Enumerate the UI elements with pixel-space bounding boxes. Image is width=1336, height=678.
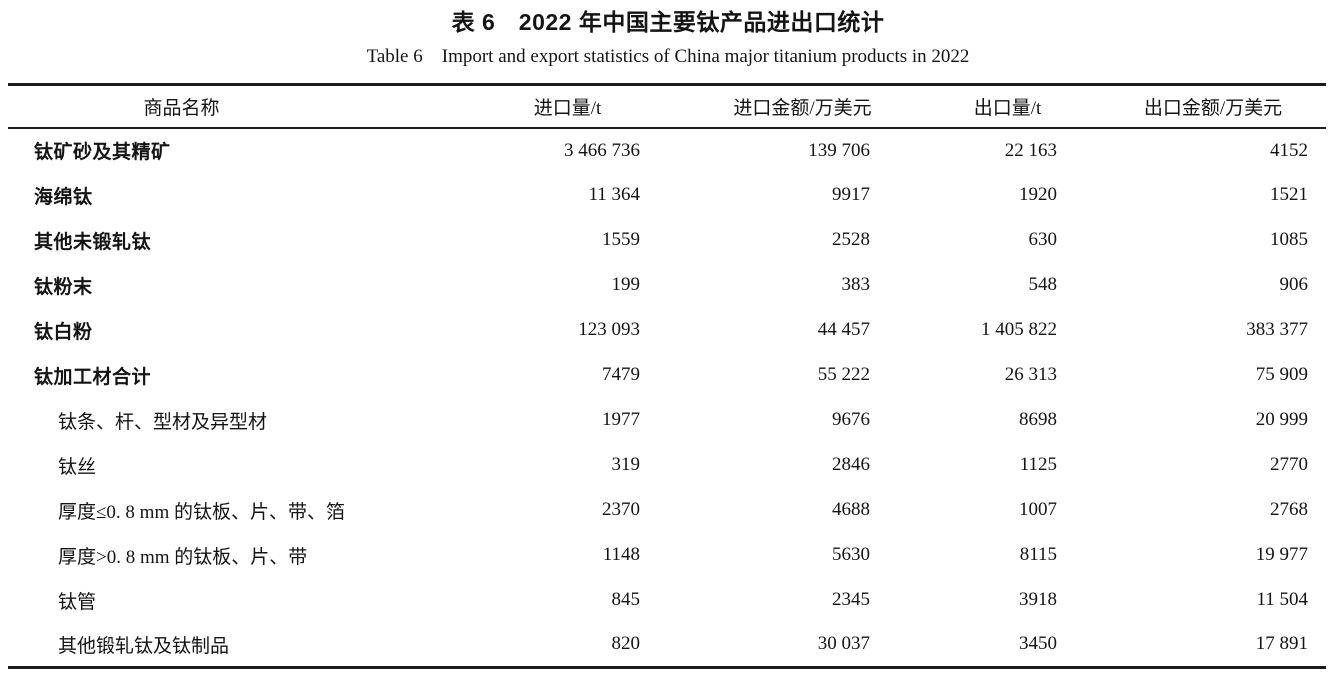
- column-header-3: 进口金额/万美元: [690, 84, 915, 129]
- value-cell: 2370: [602, 499, 640, 520]
- value-cell: 26 313: [1004, 364, 1057, 385]
- import-export-statistics-table: 商品名称 进口量/t 进口金额/万美元 出口量/t 出口金额/万美元 钛矿砂及其精矿 3 …: [8, 83, 1326, 669]
- value-cell: 9917: [832, 184, 870, 205]
- value-cell: 319: [611, 454, 641, 475]
- value-cell: 1007: [1019, 499, 1057, 520]
- value-cell: 1148: [602, 544, 640, 565]
- table-row: 钛丝 319 2846 1125 2770: [8, 443, 1326, 488]
- value-cell: 11 504: [1256, 589, 1308, 610]
- value-cell: 906: [1279, 274, 1309, 295]
- value-cell: 2528: [832, 229, 870, 250]
- value-cell: 2345: [832, 589, 870, 610]
- value-cell: 30 037: [817, 633, 870, 655]
- product-name-cell: 其他未锻轧钛: [34, 231, 152, 253]
- value-cell: 123 093: [578, 319, 640, 340]
- value-cell: 55 222: [817, 364, 870, 385]
- table-caption-en: Table 6 Import and export statistics of …: [366, 46, 970, 67]
- paper-table-page: 表 6 2022 年中国主要钛产品进出口统计 Table 6 Import an…: [0, 7, 1336, 678]
- value-cell: 2846: [832, 454, 870, 475]
- table-row: 厚度≤0. 8 mm 的钛板、片、带、箔 2370 4688 1007 2768: [8, 488, 1326, 533]
- header-row: 商品名称 进口量/t 进口金额/万美元 出口量/t 出口金额/万美元: [8, 84, 1326, 129]
- value-cell: 383 377: [1246, 319, 1308, 340]
- value-cell: 630: [1028, 229, 1058, 250]
- table-row: 其他未锻轧钛 1559 2528 630 1085: [8, 218, 1326, 263]
- value-cell: 1521: [1270, 184, 1308, 205]
- value-cell: 548: [1028, 274, 1058, 295]
- value-cell: 17 891: [1255, 633, 1308, 655]
- value-cell: 75 909: [1255, 364, 1308, 385]
- value-cell: 9676: [832, 409, 870, 430]
- value-cell: 4688: [832, 499, 870, 520]
- value-cell: 820: [611, 633, 641, 655]
- product-name-cell: 其他锻轧钛及钛制品: [58, 635, 230, 657]
- table-row: 钛矿砂及其精矿 3 466 736 139 706 22 163 4152: [8, 128, 1326, 173]
- value-cell: 1559: [602, 229, 640, 250]
- product-name-cell: 钛矿砂及其精矿: [34, 142, 171, 163]
- column-header-5: 出口金额/万美元: [1100, 84, 1326, 129]
- product-name-cell: 钛粉末: [34, 276, 93, 298]
- value-cell: 1977: [602, 409, 640, 430]
- value-cell: 845: [611, 589, 641, 610]
- value-cell: 3450: [1019, 633, 1057, 655]
- table-row: 钛粉末 199 383 548 906: [8, 263, 1326, 308]
- table-row: 厚度>0. 8 mm 的钛板、片、带 1148 5630 8115 19 977: [8, 533, 1326, 578]
- product-name-cell: 海绵钛: [34, 186, 93, 208]
- value-cell: 1125: [1019, 454, 1057, 475]
- value-cell: 8698: [1019, 409, 1057, 430]
- column-header-1: 商品名称: [8, 84, 445, 129]
- table-row: 钛管 845 2345 3918 11 504: [8, 578, 1326, 623]
- product-name-cell: 钛白粉: [34, 321, 93, 343]
- value-cell: 3918: [1019, 589, 1057, 610]
- value-cell: 1920: [1019, 184, 1057, 205]
- value-cell: 8115: [1019, 544, 1057, 565]
- product-name-cell: 钛条、杆、型材及异型材: [58, 411, 268, 433]
- column-header-4: 出口量/t: [915, 84, 1100, 129]
- value-cell: 383: [841, 274, 871, 295]
- value-cell: 4152: [1270, 139, 1308, 161]
- table-row: 钛白粉 123 093 44 457 1 405 822 383 377: [8, 308, 1326, 353]
- product-name-cell: 钛管: [58, 591, 97, 613]
- table-row: 钛条、杆、型材及异型材 1977 9676 8698 20 999: [8, 398, 1326, 443]
- table-caption-zh: 表 6 2022 年中国主要钛产品进出口统计: [451, 9, 885, 35]
- value-cell: 20 999: [1255, 409, 1308, 430]
- table-row: 海绵钛 11 364 9917 1920 1521: [8, 173, 1326, 218]
- value-cell: 7479: [602, 364, 640, 385]
- value-cell: 19 977: [1255, 544, 1308, 565]
- column-header-2: 进口量/t: [445, 84, 690, 129]
- value-cell: 1085: [1270, 229, 1308, 250]
- product-name-cell: 厚度>0. 8 mm 的钛板、片、带: [58, 546, 308, 568]
- product-name-cell: 钛加工材合计: [34, 366, 152, 388]
- table-row: 钛加工材合计 7479 55 222 26 313 75 909: [8, 353, 1326, 398]
- value-cell: 11 364: [588, 184, 640, 205]
- value-cell: 2770: [1270, 454, 1308, 475]
- value-cell: 199: [611, 274, 641, 295]
- value-cell: 44 457: [817, 319, 870, 340]
- value-cell: 5630: [832, 544, 870, 565]
- value-cell: 3 466 736: [564, 139, 640, 161]
- value-cell: 2768: [1270, 499, 1308, 520]
- table-body: 钛矿砂及其精矿 3 466 736 139 706 22 163 4152 海绵钛 11 3…: [8, 128, 1326, 668]
- table-row: 其他锻轧钛及钛制品 820 30 037 3450 17 891: [8, 623, 1326, 668]
- value-cell: 1 405 822: [981, 319, 1057, 340]
- value-cell: 139 706: [808, 139, 870, 161]
- value-cell: 22 163: [1004, 139, 1057, 161]
- product-name-cell: 厚度≤0. 8 mm 的钛板、片、带、箔: [58, 501, 345, 523]
- product-name-cell: 钛丝: [58, 456, 97, 478]
